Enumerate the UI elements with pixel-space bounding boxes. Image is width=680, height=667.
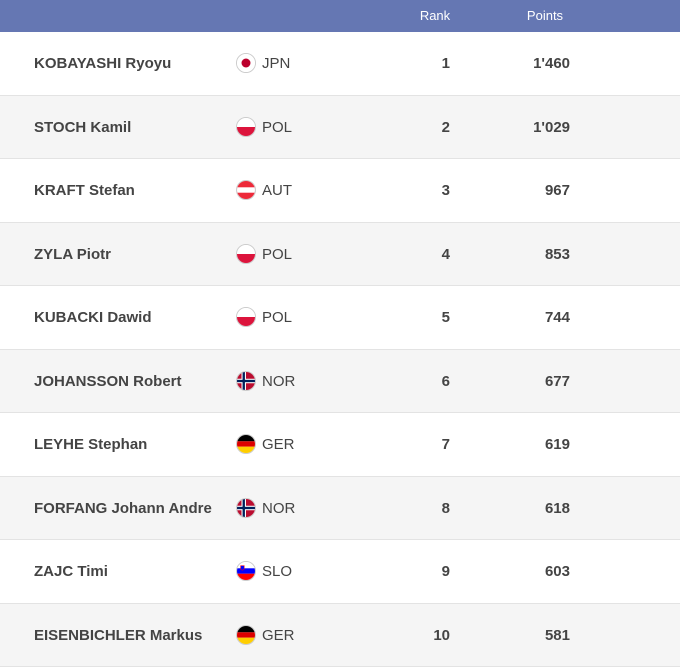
table-row[interactable]: FORFANG Johann Andre NOR 8 618 bbox=[0, 477, 680, 541]
points-value: 677 bbox=[490, 350, 570, 413]
rank-value: 2 bbox=[410, 96, 450, 159]
rank-value: 6 bbox=[410, 350, 450, 413]
nation-code: POL bbox=[262, 96, 292, 159]
points-value: 1'029 bbox=[490, 96, 570, 159]
ger-flag-icon bbox=[236, 434, 256, 454]
nation-code: AUT bbox=[262, 159, 292, 222]
athlete-name[interactable]: EISENBICHLER Markus bbox=[34, 604, 202, 667]
table-row[interactable]: EISENBICHLER Markus GER 10 581 bbox=[0, 604, 680, 667]
nation-code: GER bbox=[262, 413, 295, 476]
nation-code: NOR bbox=[262, 477, 295, 540]
athlete-name[interactable]: ZAJC Timi bbox=[34, 540, 108, 603]
rank-column-header[interactable]: Rank bbox=[417, 8, 453, 23]
nation-code: POL bbox=[262, 286, 292, 349]
rank-value: 7 bbox=[410, 413, 450, 476]
table-row[interactable]: LEYHE Stephan GER 7 619 bbox=[0, 413, 680, 477]
aut-flag-icon bbox=[236, 180, 256, 200]
rank-value: 3 bbox=[410, 159, 450, 222]
rank-value: 5 bbox=[410, 286, 450, 349]
points-value: 1'460 bbox=[490, 32, 570, 95]
table-row[interactable]: KRAFT Stefan AUT 3 967 bbox=[0, 159, 680, 223]
pol-flag-icon bbox=[236, 244, 256, 264]
pol-flag-icon bbox=[236, 117, 256, 137]
table-row[interactable]: STOCH Kamil POL 2 1'029 bbox=[0, 96, 680, 160]
nor-flag-icon bbox=[236, 371, 256, 391]
table-row[interactable]: ZAJC Timi SLO 9 603 bbox=[0, 540, 680, 604]
athlete-name[interactable]: KOBAYASHI Ryoyu bbox=[34, 32, 171, 95]
points-value: 853 bbox=[490, 223, 570, 286]
points-value: 603 bbox=[490, 540, 570, 603]
nation-code: GER bbox=[262, 604, 295, 667]
nation-code: SLO bbox=[262, 540, 292, 603]
nation-code: JPN bbox=[262, 32, 290, 95]
table-row[interactable]: KUBACKI Dawid POL 5 744 bbox=[0, 286, 680, 350]
points-value: 581 bbox=[490, 604, 570, 667]
ger-flag-icon bbox=[236, 625, 256, 645]
table-row[interactable]: KOBAYASHI Ryoyu JPN 1 1'460 bbox=[0, 32, 680, 96]
pol-flag-icon bbox=[236, 307, 256, 327]
athlete-name[interactable]: STOCH Kamil bbox=[34, 96, 131, 159]
rank-value: 10 bbox=[410, 604, 450, 667]
points-value: 618 bbox=[490, 477, 570, 540]
points-value: 619 bbox=[490, 413, 570, 476]
nor-flag-icon bbox=[236, 498, 256, 518]
athlete-name[interactable]: LEYHE Stephan bbox=[34, 413, 147, 476]
points-column-header[interactable]: Points bbox=[520, 8, 570, 23]
rank-value: 4 bbox=[410, 223, 450, 286]
slo-flag-icon bbox=[236, 561, 256, 581]
rank-value: 1 bbox=[410, 32, 450, 95]
athlete-name[interactable]: KUBACKI Dawid bbox=[34, 286, 152, 349]
athlete-name[interactable]: KRAFT Stefan bbox=[34, 159, 135, 222]
nation-code: POL bbox=[262, 223, 292, 286]
points-value: 744 bbox=[490, 286, 570, 349]
table-row[interactable]: ZYLA Piotr POL 4 853 bbox=[0, 223, 680, 287]
athlete-name[interactable]: ZYLA Piotr bbox=[34, 223, 111, 286]
points-value: 967 bbox=[490, 159, 570, 222]
jpn-flag-icon bbox=[236, 53, 256, 73]
rank-value: 9 bbox=[410, 540, 450, 603]
athlete-name[interactable]: JOHANSSON Robert bbox=[34, 350, 182, 413]
table-header: Rank Points bbox=[0, 0, 680, 32]
table-row[interactable]: JOHANSSON Robert NOR 6 677 bbox=[0, 350, 680, 414]
nation-code: NOR bbox=[262, 350, 295, 413]
athlete-name[interactable]: FORFANG Johann Andre bbox=[34, 477, 212, 540]
rank-value: 8 bbox=[410, 477, 450, 540]
